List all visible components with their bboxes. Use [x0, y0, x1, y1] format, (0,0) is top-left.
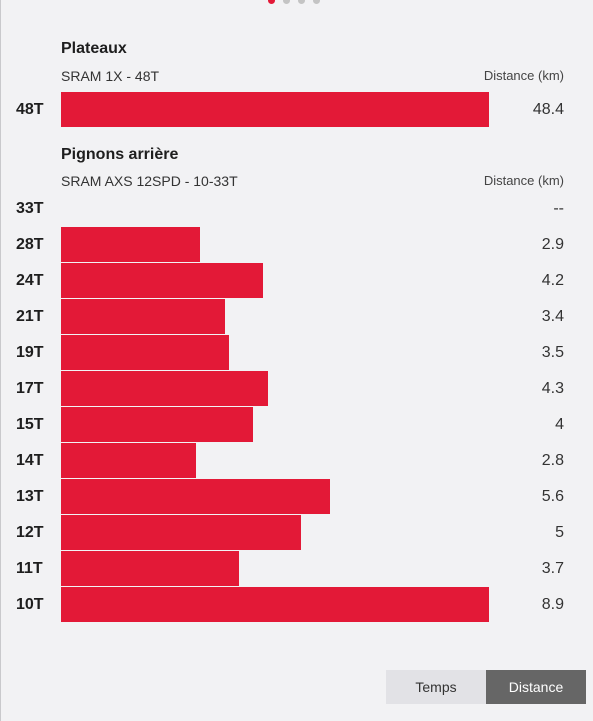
- distance-value: 4: [555, 416, 564, 433]
- bar-track: [61, 227, 489, 262]
- gear-label: 21T: [16, 308, 44, 325]
- distance-bar: [61, 227, 200, 262]
- gear-row-28t: 28T 2.9: [0, 227, 593, 263]
- bar-track: [61, 371, 489, 406]
- metric-toggle: Temps Distance: [386, 670, 586, 704]
- gear-row-24t: 24T 4.2: [0, 263, 593, 299]
- distance-value: 2.8: [541, 452, 564, 469]
- panel-left-border: [0, 0, 1, 721]
- gear-label: 17T: [16, 380, 44, 397]
- plateaux-subtitle: SRAM 1X - 48T: [61, 68, 160, 84]
- distance-value: 3.5: [541, 344, 564, 361]
- distance-bar: [61, 407, 253, 442]
- bar-track: [61, 515, 489, 550]
- bar-track: [61, 92, 489, 127]
- pager-dot-4[interactable]: [313, 0, 320, 4]
- bar-track: [61, 263, 489, 298]
- distance-value: 5: [555, 524, 564, 541]
- gear-row-19t: 19T 3.5: [0, 335, 593, 371]
- gear-label: 48T: [16, 101, 44, 118]
- plateaux-metric-label: Distance (km): [483, 68, 564, 83]
- pignons-title: Pignons arrière: [61, 146, 179, 163]
- gear-row-48t: 48T 48.4: [0, 92, 593, 128]
- distance-bar: [61, 443, 196, 478]
- bar-track: [61, 335, 489, 370]
- bar-track: [61, 587, 489, 622]
- gear-label: 33T: [16, 200, 44, 217]
- distance-bar: [61, 551, 239, 586]
- pignons-metric-label: Distance (km): [483, 173, 564, 188]
- distance-value: 3.4: [541, 308, 564, 325]
- gear-label: 14T: [16, 452, 44, 469]
- distance-value: 48.4: [532, 101, 564, 118]
- gear-label: 15T: [16, 416, 44, 433]
- gear-row-21t: 21T 3.4: [0, 299, 593, 335]
- distance-bar: [61, 371, 268, 406]
- bar-track: [61, 191, 489, 226]
- distance-value: --: [553, 200, 564, 217]
- gear-label: 11T: [16, 560, 43, 577]
- distance-value: 4.2: [541, 272, 564, 289]
- gear-row-15t: 15T 4: [0, 407, 593, 443]
- pager-dot-1[interactable]: [268, 0, 275, 4]
- bar-track: [61, 407, 489, 442]
- distance-button[interactable]: Distance: [486, 670, 586, 704]
- gear-label: 19T: [16, 344, 44, 361]
- gear-label: 12T: [16, 524, 44, 541]
- gear-row-11t: 11T 3.7: [0, 551, 593, 587]
- pager-dot-2[interactable]: [283, 0, 290, 4]
- gear-row-17t: 17T 4.3: [0, 371, 593, 407]
- pager-dot-3[interactable]: [298, 0, 305, 4]
- distance-bar: [61, 263, 263, 298]
- distance-value: 3.7: [541, 560, 564, 577]
- gear-label: 13T: [16, 488, 44, 505]
- distance-bar: [61, 299, 225, 334]
- bar-track: [61, 479, 489, 514]
- distance-bar: [61, 515, 301, 550]
- gear-label: 24T: [16, 272, 44, 289]
- gear-row-12t: 12T 5: [0, 515, 593, 551]
- gear-label: 28T: [16, 236, 44, 253]
- distance-bar: [61, 335, 229, 370]
- bar-track: [61, 443, 489, 478]
- distance-value: 2.9: [541, 236, 564, 253]
- distance-bar: [61, 92, 489, 127]
- plateaux-title: Plateaux: [61, 40, 127, 57]
- distance-bar: [61, 587, 489, 622]
- gear-row-14t: 14T 2.8: [0, 443, 593, 479]
- bar-track: [61, 551, 489, 586]
- distance-value: 4.3: [541, 380, 564, 397]
- pager-dots: [268, 0, 320, 4]
- bar-track: [61, 299, 489, 334]
- distance-value: 8.9: [541, 596, 564, 613]
- gear-label: 10T: [16, 596, 44, 613]
- gear-row-33t: 33T --: [0, 191, 593, 227]
- pignons-subtitle: SRAM AXS 12SPD - 10-33T: [61, 173, 238, 189]
- temps-button[interactable]: Temps: [386, 670, 486, 704]
- distance-bar: [61, 479, 330, 514]
- gear-row-13t: 13T 5.6: [0, 479, 593, 515]
- distance-value: 5.6: [541, 488, 564, 505]
- gear-row-10t: 10T 8.9: [0, 587, 593, 623]
